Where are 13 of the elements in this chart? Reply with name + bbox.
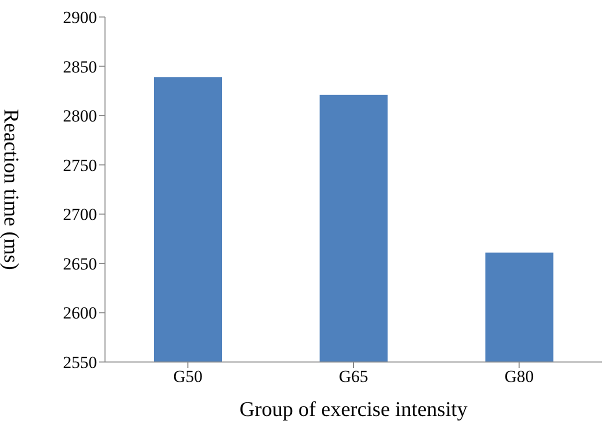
x-tick-label: G80 xyxy=(504,367,534,386)
y-tick-label: 2900 xyxy=(63,8,97,28)
x-axis-title: Group of exercise intensity xyxy=(239,397,468,421)
y-tick-label: 2650 xyxy=(63,254,97,274)
y-tick-label: 2750 xyxy=(63,156,97,175)
y-tick-label: 2600 xyxy=(63,304,97,323)
y-tick-label: 2850 xyxy=(63,57,97,76)
y-tick-label: 2800 xyxy=(63,106,97,126)
y-axis-title: Reaction time (ms) xyxy=(0,109,24,270)
y-tick-label: 2700 xyxy=(63,205,97,224)
y-tick-label: 2550 xyxy=(63,353,97,372)
x-tick-label: G50 xyxy=(173,367,202,386)
x-tick-label: G65 xyxy=(338,367,368,386)
